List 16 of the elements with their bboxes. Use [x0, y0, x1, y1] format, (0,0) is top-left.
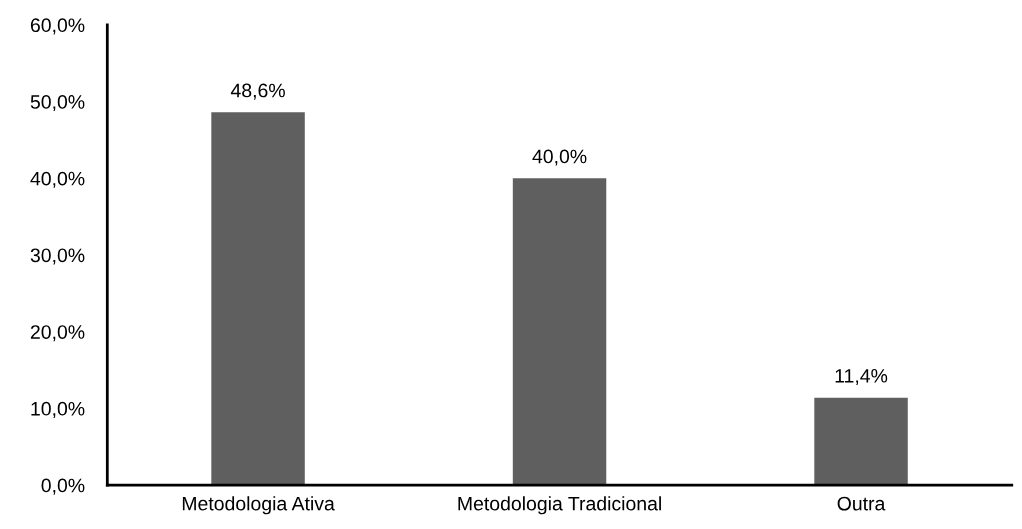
y-tick-label: 30,0%	[30, 248, 85, 265]
bar	[211, 112, 305, 486]
data-label: 11,4%	[835, 369, 888, 385]
x-tick-label: Metodologia Ativa	[182, 496, 335, 515]
x-tick-label: Metodologia Tradicional	[458, 496, 661, 515]
bar	[814, 397, 908, 486]
y-tick-label: 10,0%	[31, 401, 85, 418]
data-label: 40,0%	[532, 149, 587, 166]
y-tick-label: 40,0%	[30, 171, 85, 188]
bar	[512, 178, 607, 486]
y-tick-label: 0,0%	[41, 478, 85, 495]
y-tick-label: 60,0%	[30, 18, 85, 35]
y-tick-label: 50,0%	[30, 95, 85, 112]
data-label: 48,6%	[230, 83, 285, 100]
y-tick-label: 20,0%	[30, 325, 85, 342]
x-tick-label: Outra	[837, 496, 886, 511]
